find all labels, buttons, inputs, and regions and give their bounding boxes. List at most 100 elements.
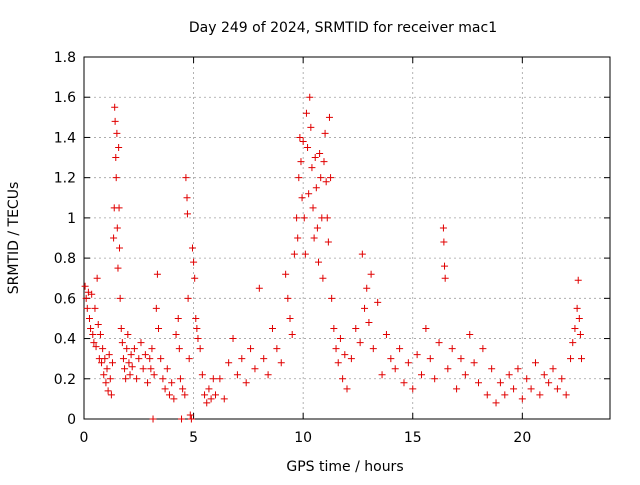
data-point	[99, 345, 107, 353]
data-point	[324, 238, 332, 246]
data-point	[343, 385, 351, 393]
data-point	[298, 194, 306, 202]
data-point	[312, 184, 320, 192]
data-point	[268, 325, 276, 332]
data-point	[82, 294, 90, 302]
data-point	[435, 339, 443, 347]
data-point	[319, 274, 327, 282]
data-point	[396, 345, 404, 353]
data-point	[571, 325, 579, 332]
data-point	[404, 359, 412, 367]
data-point	[113, 224, 121, 232]
data-point	[168, 379, 176, 387]
data-point	[112, 154, 120, 162]
data-point	[510, 385, 518, 393]
data-point	[461, 371, 469, 379]
data-point	[183, 210, 191, 218]
data-point	[170, 395, 178, 403]
data-point	[332, 345, 340, 353]
data-point	[101, 355, 109, 363]
data-point	[209, 375, 217, 383]
data-point	[308, 164, 316, 172]
data-point	[457, 355, 465, 363]
data-point	[441, 274, 449, 282]
data-point	[347, 355, 355, 363]
data-point	[81, 282, 89, 290]
data-point	[183, 194, 191, 202]
data-point	[293, 214, 301, 222]
data-point	[107, 391, 115, 399]
data-point	[85, 314, 93, 322]
y-tick-label: 0.6	[54, 291, 76, 307]
data-point	[94, 320, 102, 328]
x-tick-label: 10	[294, 430, 312, 446]
data-point	[147, 365, 155, 373]
data-point	[115, 204, 123, 212]
data-point	[440, 238, 448, 246]
data-point	[125, 359, 133, 367]
data-point	[113, 129, 121, 137]
data-point	[553, 385, 561, 393]
data-point	[128, 363, 136, 371]
data-point	[96, 331, 104, 339]
data-point	[159, 375, 167, 383]
data-point	[153, 270, 161, 278]
data-point	[98, 359, 106, 367]
data-point	[575, 314, 583, 322]
data-point	[108, 359, 116, 367]
data-point	[578, 355, 586, 363]
data-point	[301, 250, 309, 258]
data-point	[574, 276, 582, 284]
data-point	[444, 365, 452, 373]
data-point	[196, 345, 204, 353]
data-point	[336, 335, 344, 343]
data-point	[157, 355, 165, 363]
data-point	[367, 270, 375, 278]
data-point	[175, 345, 183, 353]
y-tick-label: 0.4	[54, 332, 76, 348]
data-point	[273, 345, 281, 353]
data-point	[137, 339, 145, 347]
data-point	[514, 365, 522, 373]
data-point	[178, 415, 186, 423]
data-point	[527, 385, 535, 393]
data-point	[325, 113, 333, 121]
data-point	[104, 387, 112, 395]
data-point	[567, 355, 575, 363]
data-point	[356, 339, 364, 347]
data-point	[488, 365, 496, 373]
y-tick-label: 1.2	[54, 171, 76, 187]
data-point	[127, 351, 135, 359]
data-point	[341, 351, 349, 359]
grid	[84, 57, 610, 419]
data-point	[305, 190, 313, 198]
data-point	[545, 379, 553, 387]
data-point	[251, 365, 259, 373]
data-point	[409, 385, 417, 393]
data-point	[203, 399, 211, 407]
data-point	[302, 109, 310, 117]
data-point	[148, 345, 156, 353]
y-axis-label: SRMTID / TECUs	[6, 182, 22, 295]
data-point	[255, 284, 263, 292]
data-point	[317, 174, 325, 182]
data-point	[352, 325, 360, 332]
data-point	[361, 304, 369, 312]
data-point	[116, 294, 124, 302]
data-point	[315, 258, 323, 266]
data-point	[286, 314, 294, 322]
chart-title: Day 249 of 2024, SRMTID for receiver mac…	[189, 20, 497, 36]
data-point	[135, 355, 143, 363]
y-tick-label: 1.4	[54, 130, 76, 146]
data-point	[130, 345, 138, 353]
data-point	[238, 355, 246, 363]
data-point	[225, 359, 233, 367]
data-point	[304, 144, 312, 151]
data-point	[330, 325, 338, 332]
data-point	[198, 371, 206, 379]
data-point	[363, 284, 371, 292]
data-point	[391, 365, 399, 373]
data-point	[540, 371, 548, 379]
data-point	[358, 250, 366, 258]
